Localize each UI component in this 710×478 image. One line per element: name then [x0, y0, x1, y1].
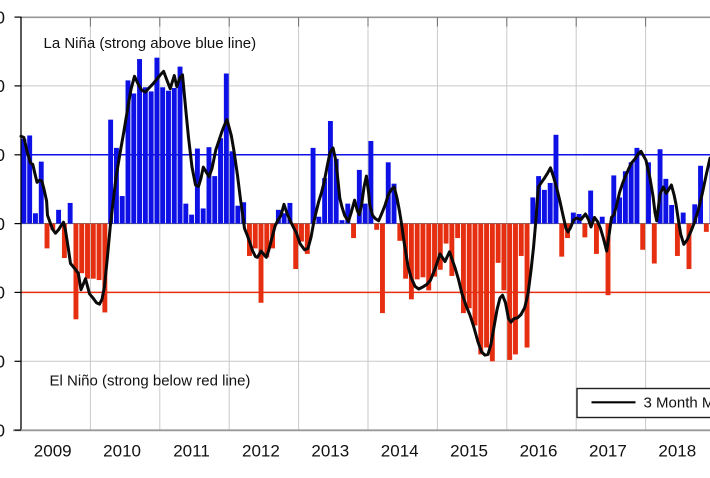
svg-text:2009: 2009 — [34, 442, 72, 461]
svg-text:20: 20 — [0, 76, 5, 96]
svg-text:-20: -20 — [0, 352, 5, 372]
svg-text:10: 10 — [0, 145, 5, 165]
svg-text:3 Month Moving Average: 3 Month Moving Average — [644, 395, 710, 412]
svg-text:2011: 2011 — [173, 442, 210, 461]
svg-text:2010: 2010 — [103, 442, 141, 461]
svg-text:2015: 2015 — [450, 442, 488, 461]
svg-text:2017: 2017 — [589, 442, 627, 461]
svg-text:30: 30 — [0, 7, 5, 27]
svg-text:2016: 2016 — [520, 442, 558, 461]
svg-text:2018: 2018 — [658, 442, 696, 461]
svg-text:2013: 2013 — [311, 442, 349, 461]
svg-text:-10: -10 — [0, 283, 5, 303]
svg-text:2014: 2014 — [381, 442, 419, 461]
svg-text:El Niño (strong below red line: El Niño (strong below red line) — [50, 373, 251, 390]
svg-text:-30: -30 — [0, 420, 5, 440]
svg-text:La Niña (strong above blue lin: La Niña (strong above blue line) — [44, 35, 257, 52]
svg-text:0: 0 — [0, 214, 5, 234]
svg-text:2012: 2012 — [242, 442, 280, 461]
